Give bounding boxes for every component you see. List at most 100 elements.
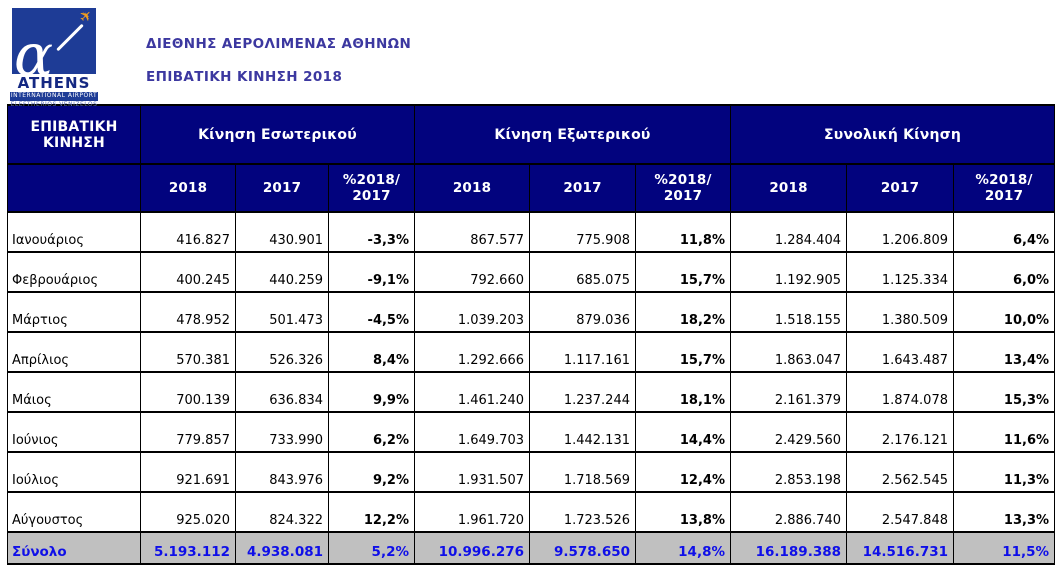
value-cell: 843.976 <box>235 451 329 493</box>
value-cell: 1.863.047 <box>730 331 847 373</box>
table-row: Μάιος 700.139 636.834 9,9% 1.461.240 1.237.24… <box>7 371 1056 413</box>
value-cell: 1.461.240 <box>414 371 530 413</box>
year-header-2018: 2018 <box>414 163 530 213</box>
athens-airport-logo: α ✈ ATHENS INTERNATIONAL AIRPORT ELEFTHE… <box>10 8 98 108</box>
month-cell: Αύγουστος <box>7 491 141 533</box>
year-header-2017: 2017 <box>235 163 329 213</box>
pct-cell: 15,7% <box>635 331 731 373</box>
alpha-glyph: α <box>14 21 54 74</box>
value-cell: 1.931.507 <box>414 451 530 493</box>
value-cell: 1.125.334 <box>846 251 954 293</box>
table-row: Αύγουστος 925.020 824.322 12,2% 1.961.720 1.7… <box>7 491 1056 533</box>
month-cell: Απρίλιος <box>7 331 141 373</box>
value-cell: 792.660 <box>414 251 530 293</box>
value-cell: 2.562.545 <box>846 451 954 493</box>
table-row: Μάρτιος 478.952 501.473 -4,5% 1.039.203 879.0… <box>7 291 1056 333</box>
group-header-international: Κίνηση Εξωτερικού <box>414 104 731 165</box>
pct-cell: 6,2% <box>328 411 415 453</box>
value-cell: 733.990 <box>235 411 329 453</box>
pct-cell: 18,2% <box>635 291 731 333</box>
value-cell: 1.643.487 <box>846 331 954 373</box>
value-cell: 1.206.809 <box>846 211 954 253</box>
table-body: Ιανουάριος 416.827 430.901 -3,3% 867.577 775.… <box>7 211 1056 565</box>
group-header-total: Συνολική Κίνηση <box>729 104 1056 165</box>
logo-square: α ✈ <box>12 8 96 74</box>
corner-empty-cell <box>7 163 141 213</box>
value-cell: 416.827 <box>140 211 236 253</box>
value-cell: 2.547.848 <box>846 491 954 533</box>
value-cell: 1.192.905 <box>730 251 847 293</box>
month-cell: Φεβρουάριος <box>7 251 141 293</box>
pct-cell: -9,1% <box>328 251 415 293</box>
group-header-domestic: Κίνηση Εσωτερικού <box>140 104 415 165</box>
plane-trail-line <box>56 23 84 52</box>
page-titles: ΔΙΕΘΝΗΣ ΑΕΡΟΛΙΜΕΝΑΣ ΑΘΗΝΩΝ ΕΠΙΒΑΤΙΚΗ ΚΙΝ… <box>146 8 411 85</box>
pct-cell: 8,4% <box>328 331 415 373</box>
group-header-row: ΕΠΙΒΑΤΙΚΗ ΚΙΝΗΣΗ Κίνηση Εσωτερικού Κίνησ… <box>7 104 1056 165</box>
page-header: α ✈ ATHENS INTERNATIONAL AIRPORT ELEFTHE… <box>0 0 1061 108</box>
pct-cell: -3,3% <box>328 211 415 253</box>
value-cell: 685.075 <box>529 251 636 293</box>
value-cell: 1.237.244 <box>529 371 636 413</box>
pct-cell: -4,5% <box>328 291 415 333</box>
passenger-traffic-table: ΕΠΙΒΑΤΙΚΗ ΚΙΝΗΣΗ Κίνηση Εσωτερικού Κίνησ… <box>7 104 1056 565</box>
value-cell: 1.292.666 <box>414 331 530 373</box>
value-cell: 526.326 <box>235 331 329 373</box>
month-cell: Μάιος <box>7 371 141 413</box>
value-cell: 1.961.720 <box>414 491 530 533</box>
corner-header: ΕΠΙΒΑΤΙΚΗ ΚΙΝΗΣΗ <box>7 104 141 165</box>
pct-cell: 13,8% <box>635 491 731 533</box>
pct-cell: 12,2% <box>328 491 415 533</box>
year-header-2017: 2017 <box>529 163 636 213</box>
page-title: ΔΙΕΘΝΗΣ ΑΕΡΟΛΙΜΕΝΑΣ ΑΘΗΝΩΝ <box>146 36 412 52</box>
value-cell: 1.039.203 <box>414 291 530 333</box>
pct-cell: 12,4% <box>635 451 731 493</box>
value-cell: 921.691 <box>140 451 236 493</box>
table-row: Ιούνιος 779.857 733.990 6,2% 1.649.703 1.442.… <box>7 411 1056 453</box>
logo-subtitle-text: INTERNATIONAL AIRPORT <box>10 91 98 101</box>
year-header-2018: 2018 <box>730 163 847 213</box>
value-cell: 1.284.404 <box>730 211 847 253</box>
value-cell: 2.176.121 <box>846 411 954 453</box>
pct-header: %2018/ 2017 <box>328 163 415 213</box>
month-cell: Ιούλιος <box>7 451 141 493</box>
pct-cell: 18,1% <box>635 371 731 413</box>
value-cell: 636.834 <box>235 371 329 413</box>
airplane-icon: ✈ <box>75 8 96 27</box>
value-cell: 1.117.161 <box>529 331 636 373</box>
pct-cell: 15,7% <box>635 251 731 293</box>
value-cell: 2.161.379 <box>730 371 847 413</box>
month-cell: Μάρτιος <box>7 291 141 333</box>
pct-cell: 10,0% <box>952 291 1056 333</box>
value-cell: 440.259 <box>235 251 329 293</box>
page-subtitle: ΕΠΙΒΑΤΙΚΗ ΚΙΝΗΣΗ 2018 <box>146 69 343 85</box>
value-cell: 879.036 <box>529 291 636 333</box>
table-row: Απρίλιος 570.381 526.326 8,4% 1.292.666 1.117… <box>7 331 1056 373</box>
value-cell: 1.649.703 <box>414 411 530 453</box>
pct-header: %2018/ 2017 <box>635 163 731 213</box>
value-cell: 2.429.560 <box>730 411 847 453</box>
pct-cell: 11,6% <box>952 411 1056 453</box>
logo-tagline-text: ELEFTHERIOS VENIZELOS <box>10 101 98 108</box>
value-cell: 478.952 <box>140 291 236 333</box>
pct-cell: 13,3% <box>952 491 1056 533</box>
value-cell: 1.518.155 <box>730 291 847 333</box>
pct-cell: 11,8% <box>635 211 731 253</box>
value-cell: 2.886.740 <box>730 491 847 533</box>
value-cell: 1.380.509 <box>846 291 954 333</box>
value-cell: 824.322 <box>235 491 329 533</box>
value-cell: 400.245 <box>140 251 236 293</box>
pct-cell: 14,4% <box>635 411 731 453</box>
value-cell: 430.901 <box>235 211 329 253</box>
month-cell: Ιούνιος <box>7 411 141 453</box>
logo-name-text: ATHENS <box>17 74 91 92</box>
month-cell: Ιανουάριος <box>7 211 141 253</box>
value-cell: 925.020 <box>140 491 236 533</box>
pct-cell: 9,9% <box>328 371 415 413</box>
year-header-row: 2018 2017 %2018/ 2017 2018 2017 %2018/ 2… <box>7 163 1056 213</box>
value-cell: 1.442.131 <box>529 411 636 453</box>
value-cell: 775.908 <box>529 211 636 253</box>
pct-cell: 6,4% <box>952 211 1056 253</box>
value-cell: 1.723.526 <box>529 491 636 533</box>
value-cell: 2.853.198 <box>730 451 847 493</box>
